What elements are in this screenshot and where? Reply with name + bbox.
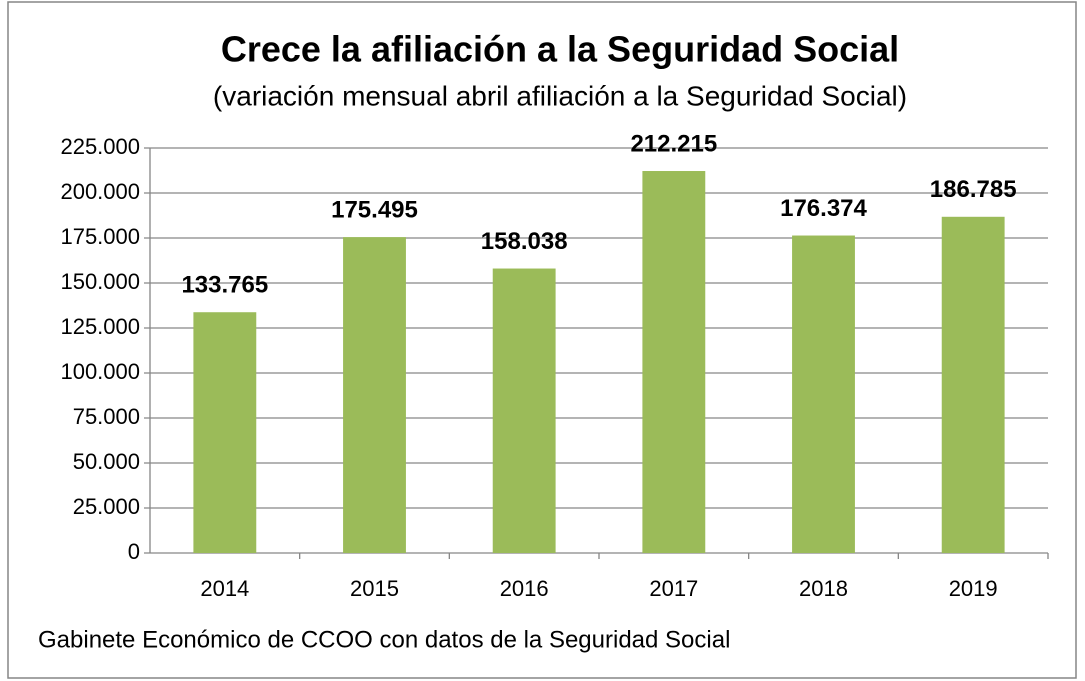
x-tick-label: 2014 — [200, 576, 249, 601]
y-tick-label: 200.000 — [60, 179, 140, 204]
chart-title: Crece la afiliación a la Seguridad Socia… — [221, 29, 899, 70]
x-tick-label: 2016 — [500, 576, 549, 601]
x-tick-label: 2019 — [949, 576, 998, 601]
y-tick-label: 150.000 — [60, 269, 140, 294]
x-tick-label: 2017 — [649, 576, 698, 601]
x-tick-label: 2018 — [799, 576, 848, 601]
data-label: 176.374 — [780, 195, 867, 222]
y-tick-label: 75.000 — [73, 404, 140, 429]
source: Gabinete Económico de CCOO con datos de … — [38, 626, 730, 653]
bar — [792, 235, 855, 553]
y-tick-label: 100.000 — [60, 359, 140, 384]
data-label: 175.495 — [331, 196, 418, 223]
bar — [343, 237, 406, 553]
y-tick-label: 25.000 — [73, 494, 140, 519]
y-tick-label: 225.000 — [60, 134, 140, 159]
bar — [193, 312, 257, 553]
bar — [642, 171, 706, 553]
y-tick-label: 0 — [128, 539, 140, 564]
data-label: 158.038 — [481, 228, 568, 255]
y-tick-label: 125.000 — [60, 314, 140, 339]
data-label: 186.785 — [930, 176, 1017, 203]
chart-subtitle: (variación mensual abril afiliación a la… — [213, 80, 907, 111]
data-label: 133.765 — [181, 272, 268, 299]
bar — [492, 268, 556, 553]
data-label: 212.215 — [630, 130, 717, 157]
y-tick-label: 50.000 — [73, 449, 140, 474]
y-tick-label: 175.000 — [60, 224, 140, 249]
x-tick-label: 2015 — [350, 576, 399, 601]
bar — [941, 216, 1005, 554]
